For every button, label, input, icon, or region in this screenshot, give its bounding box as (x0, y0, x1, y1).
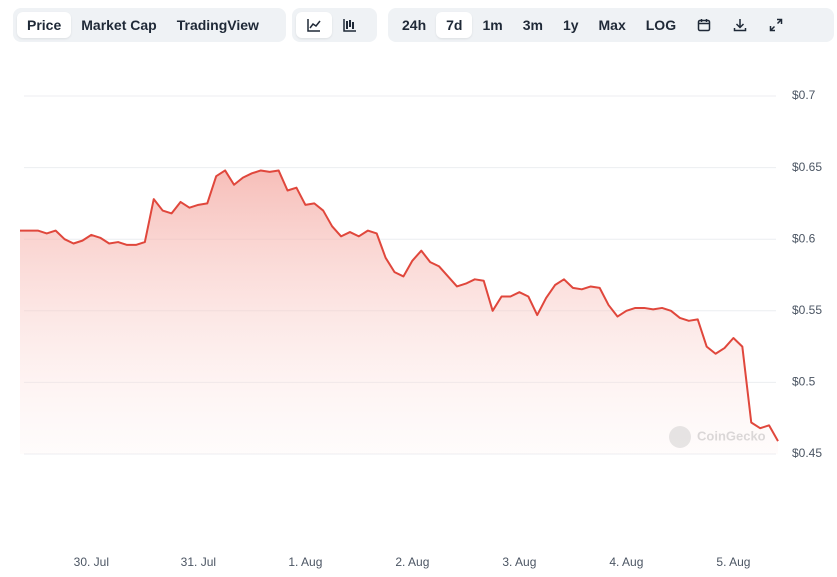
candle-chart-button[interactable] (332, 12, 368, 38)
range-24h[interactable]: 24h (402, 17, 427, 33)
range-1m[interactable]: 1m (482, 17, 503, 33)
watermark: CoinGecko (669, 426, 766, 448)
log-toggle[interactable]: LOG (645, 17, 677, 33)
y-tick-label: $0.5 (792, 375, 816, 389)
tab-market-cap[interactable]: Market Cap (81, 17, 157, 33)
y-tick-label: $0.65 (792, 160, 822, 174)
y-tick-label: $0.55 (792, 303, 822, 317)
fullscreen-button[interactable] (758, 12, 794, 38)
range-tabs: 24h 7d 1m 3m 1y Max LOG (388, 8, 834, 42)
chart-style (292, 8, 377, 42)
view-tabs: Price Market Cap TradingView (13, 8, 286, 42)
x-tick-label: 30. Jul (74, 555, 109, 569)
line-icon (307, 19, 321, 32)
range-7d[interactable]: 7d (436, 12, 473, 38)
range-3m[interactable]: 3m (522, 17, 543, 33)
x-tick-label: 3. Aug (502, 555, 536, 569)
download-icon (733, 19, 747, 32)
x-tick-label: 4. Aug (609, 555, 643, 569)
calendar-button[interactable] (686, 12, 722, 38)
tab-tradingview[interactable]: TradingView (176, 17, 259, 33)
x-tick-label: 2. Aug (395, 555, 429, 569)
range-1y[interactable]: 1y (562, 17, 579, 33)
y-tick-label: $0.45 (792, 446, 822, 460)
candle-icon (343, 19, 356, 32)
expand-icon (769, 18, 783, 32)
watermark-text: CoinGecko (697, 428, 766, 443)
y-tick-label: $0.7 (792, 88, 816, 102)
x-tick-label: 5. Aug (716, 555, 750, 569)
x-tick-label: 1. Aug (288, 555, 322, 569)
y-tick-label: $0.6 (792, 231, 816, 245)
tab-price[interactable]: Price (17, 12, 72, 38)
download-button[interactable] (722, 12, 758, 38)
price-area (20, 170, 778, 454)
calendar-icon (697, 19, 711, 32)
line-chart-button[interactable] (296, 12, 332, 38)
price-line (20, 169, 779, 442)
x-tick-label: 31. Jul (181, 555, 216, 569)
range-max[interactable]: Max (598, 17, 626, 33)
